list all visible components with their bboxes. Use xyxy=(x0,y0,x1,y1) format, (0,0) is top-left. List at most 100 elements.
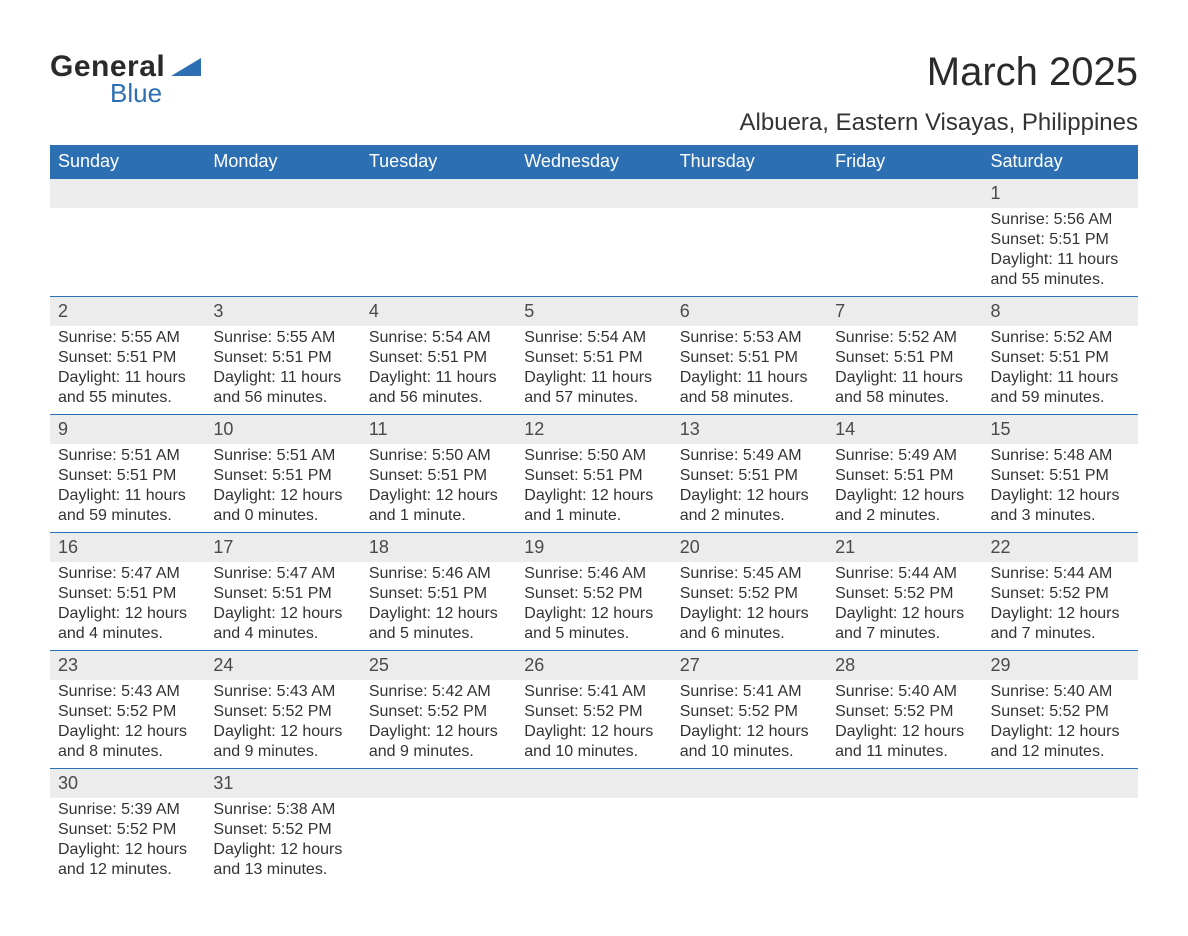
day-number: 22 xyxy=(983,533,1138,562)
day-content: Sunrise: 5:44 AMSunset: 5:52 PMDaylight:… xyxy=(827,562,982,650)
daylight-text: Daylight: 12 hours and 4 minutes. xyxy=(213,604,352,644)
day-content: Sunrise: 5:52 AMSunset: 5:51 PMDaylight:… xyxy=(827,326,982,414)
day-content xyxy=(361,208,516,236)
calendar-day-cell: 1Sunrise: 5:56 AMSunset: 5:51 PMDaylight… xyxy=(983,179,1138,297)
sunset-text: Sunset: 5:51 PM xyxy=(680,348,819,368)
day-number: 21 xyxy=(827,533,982,562)
daylight-text: Daylight: 12 hours and 2 minutes. xyxy=(680,486,819,526)
sunrise-text: Sunrise: 5:47 AM xyxy=(58,564,197,584)
day-number xyxy=(672,769,827,798)
day-number: 24 xyxy=(205,651,360,680)
header: General Blue March 2025 Albuera, Eastern… xyxy=(50,50,1138,137)
sunset-text: Sunset: 5:51 PM xyxy=(58,466,197,486)
calendar-day-cell: 28Sunrise: 5:40 AMSunset: 5:52 PMDayligh… xyxy=(827,651,982,769)
day-number: 15 xyxy=(983,415,1138,444)
weekday-header: Tuesday xyxy=(361,145,516,179)
day-content xyxy=(983,798,1138,826)
sunrise-text: Sunrise: 5:40 AM xyxy=(835,682,974,702)
calendar-body: 1Sunrise: 5:56 AMSunset: 5:51 PMDaylight… xyxy=(50,179,1138,887)
daylight-text: Daylight: 12 hours and 12 minutes. xyxy=(58,840,197,880)
day-number: 8 xyxy=(983,297,1138,326)
sunrise-text: Sunrise: 5:41 AM xyxy=(524,682,663,702)
sunrise-text: Sunrise: 5:45 AM xyxy=(680,564,819,584)
sunrise-text: Sunrise: 5:44 AM xyxy=(991,564,1130,584)
daylight-text: Daylight: 12 hours and 12 minutes. xyxy=(991,722,1130,762)
day-content: Sunrise: 5:49 AMSunset: 5:51 PMDaylight:… xyxy=(672,444,827,532)
day-number: 1 xyxy=(983,179,1138,208)
day-number xyxy=(516,769,671,798)
daylight-text: Daylight: 12 hours and 10 minutes. xyxy=(524,722,663,762)
day-content xyxy=(672,208,827,236)
day-number: 31 xyxy=(205,769,360,798)
day-number: 28 xyxy=(827,651,982,680)
day-content: Sunrise: 5:50 AMSunset: 5:51 PMDaylight:… xyxy=(516,444,671,532)
day-content xyxy=(827,208,982,236)
logo: General Blue xyxy=(50,50,201,109)
day-content: Sunrise: 5:38 AMSunset: 5:52 PMDaylight:… xyxy=(205,798,360,886)
calendar-day-cell: 6Sunrise: 5:53 AMSunset: 5:51 PMDaylight… xyxy=(672,297,827,415)
sunrise-text: Sunrise: 5:43 AM xyxy=(58,682,197,702)
daylight-text: Daylight: 12 hours and 4 minutes. xyxy=(58,604,197,644)
day-number xyxy=(516,179,671,208)
day-content: Sunrise: 5:47 AMSunset: 5:51 PMDaylight:… xyxy=(205,562,360,650)
sunrise-text: Sunrise: 5:42 AM xyxy=(369,682,508,702)
day-number xyxy=(361,769,516,798)
calendar-day-cell xyxy=(205,179,360,297)
calendar-day-cell: 17Sunrise: 5:47 AMSunset: 5:51 PMDayligh… xyxy=(205,533,360,651)
sunrise-text: Sunrise: 5:46 AM xyxy=(524,564,663,584)
daylight-text: Daylight: 11 hours and 59 minutes. xyxy=(58,486,197,526)
sunset-text: Sunset: 5:51 PM xyxy=(369,348,508,368)
calendar-day-cell: 29Sunrise: 5:40 AMSunset: 5:52 PMDayligh… xyxy=(983,651,1138,769)
daylight-text: Daylight: 12 hours and 5 minutes. xyxy=(524,604,663,644)
day-number: 13 xyxy=(672,415,827,444)
calendar-day-cell: 20Sunrise: 5:45 AMSunset: 5:52 PMDayligh… xyxy=(672,533,827,651)
day-content: Sunrise: 5:40 AMSunset: 5:52 PMDaylight:… xyxy=(827,680,982,768)
sunrise-text: Sunrise: 5:44 AM xyxy=(835,564,974,584)
calendar-day-cell: 24Sunrise: 5:43 AMSunset: 5:52 PMDayligh… xyxy=(205,651,360,769)
day-number: 26 xyxy=(516,651,671,680)
sunrise-text: Sunrise: 5:54 AM xyxy=(524,328,663,348)
sunrise-text: Sunrise: 5:52 AM xyxy=(991,328,1130,348)
weekday-header: Sunday xyxy=(50,145,205,179)
title-block: March 2025 Albuera, Eastern Visayas, Phi… xyxy=(740,50,1138,137)
sunset-text: Sunset: 5:51 PM xyxy=(524,348,663,368)
day-content: Sunrise: 5:42 AMSunset: 5:52 PMDaylight:… xyxy=(361,680,516,768)
calendar-day-cell xyxy=(672,179,827,297)
calendar-day-cell: 9Sunrise: 5:51 AMSunset: 5:51 PMDaylight… xyxy=(50,415,205,533)
sunrise-text: Sunrise: 5:48 AM xyxy=(991,446,1130,466)
calendar-day-cell: 19Sunrise: 5:46 AMSunset: 5:52 PMDayligh… xyxy=(516,533,671,651)
day-number: 18 xyxy=(361,533,516,562)
day-number: 7 xyxy=(827,297,982,326)
sunrise-text: Sunrise: 5:52 AM xyxy=(835,328,974,348)
daylight-text: Daylight: 12 hours and 7 minutes. xyxy=(991,604,1130,644)
sunset-text: Sunset: 5:52 PM xyxy=(213,820,352,840)
calendar-day-cell: 12Sunrise: 5:50 AMSunset: 5:51 PMDayligh… xyxy=(516,415,671,533)
sunset-text: Sunset: 5:52 PM xyxy=(369,702,508,722)
calendar-day-cell: 5Sunrise: 5:54 AMSunset: 5:51 PMDaylight… xyxy=(516,297,671,415)
sunset-text: Sunset: 5:51 PM xyxy=(680,466,819,486)
logo-triangle-icon xyxy=(171,54,201,81)
sunrise-text: Sunrise: 5:54 AM xyxy=(369,328,508,348)
sunrise-text: Sunrise: 5:50 AM xyxy=(524,446,663,466)
sunset-text: Sunset: 5:52 PM xyxy=(524,584,663,604)
daylight-text: Daylight: 12 hours and 2 minutes. xyxy=(835,486,974,526)
calendar-week-row: 1Sunrise: 5:56 AMSunset: 5:51 PMDaylight… xyxy=(50,179,1138,297)
day-number xyxy=(361,179,516,208)
sunrise-text: Sunrise: 5:55 AM xyxy=(58,328,197,348)
day-number: 2 xyxy=(50,297,205,326)
sunrise-text: Sunrise: 5:51 AM xyxy=(213,446,352,466)
sunrise-text: Sunrise: 5:53 AM xyxy=(680,328,819,348)
day-content: Sunrise: 5:44 AMSunset: 5:52 PMDaylight:… xyxy=(983,562,1138,650)
day-content: Sunrise: 5:46 AMSunset: 5:51 PMDaylight:… xyxy=(361,562,516,650)
daylight-text: Daylight: 11 hours and 55 minutes. xyxy=(991,250,1130,290)
calendar-day-cell xyxy=(361,769,516,887)
sunrise-text: Sunrise: 5:47 AM xyxy=(213,564,352,584)
sunset-text: Sunset: 5:52 PM xyxy=(991,584,1130,604)
day-content: Sunrise: 5:40 AMSunset: 5:52 PMDaylight:… xyxy=(983,680,1138,768)
sunset-text: Sunset: 5:51 PM xyxy=(991,230,1130,250)
day-content: Sunrise: 5:54 AMSunset: 5:51 PMDaylight:… xyxy=(361,326,516,414)
calendar-day-cell xyxy=(50,179,205,297)
day-content: Sunrise: 5:50 AMSunset: 5:51 PMDaylight:… xyxy=(361,444,516,532)
calendar-day-cell xyxy=(516,179,671,297)
calendar-day-cell: 8Sunrise: 5:52 AMSunset: 5:51 PMDaylight… xyxy=(983,297,1138,415)
